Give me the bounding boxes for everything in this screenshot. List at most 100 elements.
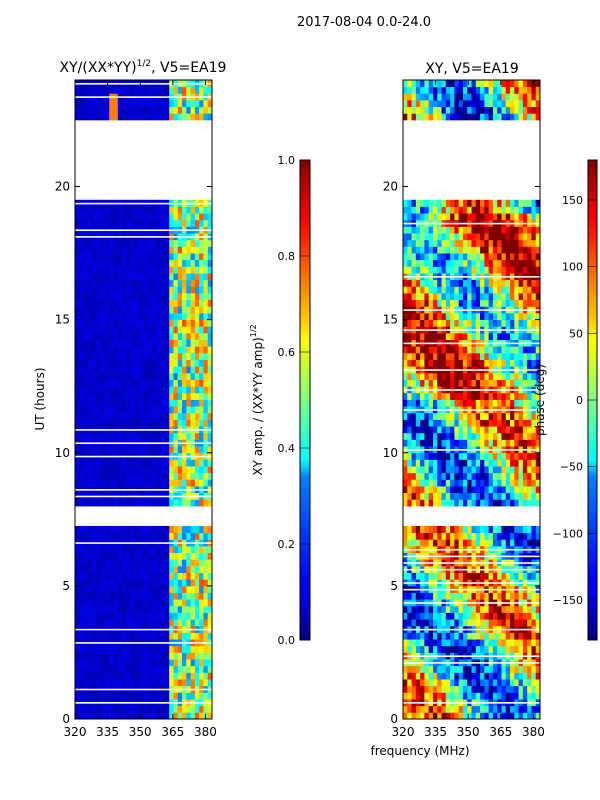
phase-cell [411,419,417,427]
amplitude-cell [190,545,196,553]
phase-cell [514,632,519,640]
amplitude-cell [203,679,209,687]
amplitude-cell [152,339,157,347]
amplitude-cell [194,259,200,267]
amplitude-cell [199,672,204,680]
phase-cell [407,486,412,494]
amplitude-cell [75,665,80,673]
x-axis-label: frequency (MHz) [370,744,469,758]
phase-cell [420,645,425,653]
phase-cell [437,332,442,340]
amplitude-cell [164,479,170,487]
phase-cell [531,452,537,460]
amplitude-cell [156,213,162,221]
phase-cell [467,246,472,254]
amplitude-cell [199,665,204,673]
phase-cell [475,299,481,307]
phase-cell [480,632,485,640]
amplitude-cell [134,406,140,414]
phase-cell [411,286,417,294]
amplitude-cell [164,359,170,367]
amplitude-cell [156,279,162,287]
amplitude-cell [160,306,166,314]
phase-cell [450,352,455,360]
phase-cell [411,439,417,447]
amplitude-cell [147,259,153,267]
phase-cell [492,359,498,367]
amplitude-cell [173,659,179,667]
amplitude-cell [182,113,187,121]
amplitude-cell [109,372,114,380]
amplitude-cell [207,446,212,454]
phase-cell [441,293,447,301]
amplitude-cell [207,466,212,474]
amplitude-cell [113,399,119,407]
amplitude-cell [207,665,212,673]
phase-cell [450,479,455,487]
phase-cell [403,346,408,354]
amplitude-cell [152,386,157,394]
amplitude-cell [194,399,200,407]
phase-cell [527,412,532,420]
amplitude-cell [96,552,102,560]
phase-cell [535,419,540,427]
phase-cell [527,259,532,267]
amplitude-cell [147,592,153,600]
amplitude-cell [117,386,123,394]
amplitude-cell [96,326,102,334]
amplitude-cell [199,273,204,281]
phase-cell [445,492,451,500]
amplitude-cell [190,419,196,427]
amplitude-cell [96,206,102,214]
amplitude-cell [92,113,97,121]
amplitude-cell [79,286,84,294]
amplitude-cell [75,679,80,687]
amplitude-cell [177,432,183,440]
phase-cell [407,499,412,507]
phase-cell [450,332,455,340]
phase-cell [415,679,421,687]
phase-cell [492,419,498,427]
amplitude-cell [122,605,127,613]
phase-cell [501,299,507,307]
phase-cell [497,459,502,467]
amplitude-cell [156,545,162,553]
amplitude-cell [79,253,84,261]
phase-cell [420,399,425,407]
amplitude-cell [113,665,119,673]
amplitude-cell [173,552,179,560]
phase-cell [420,685,425,693]
amplitude-cell [182,206,187,214]
amplitude-cell [100,712,106,719]
amplitude-cell [194,326,200,334]
amplitude-cell [139,372,144,380]
amplitude-cell [109,213,114,221]
phase-cell [415,312,421,321]
amplitude-cell [104,392,110,400]
phase-cell [518,226,524,234]
phase-cell [428,452,434,460]
phase-cell [445,612,451,620]
phase-cell [445,379,451,387]
amplitude-cell [207,299,212,307]
amplitude-cell [87,326,93,334]
amplitude-cell [194,552,200,560]
phase-cell [437,379,442,387]
amplitude-cell [143,386,149,394]
phase-cell [501,419,507,427]
amplitude-cell [75,632,80,640]
phase-cell [531,239,537,247]
phase-cell [445,705,451,713]
phase-cell [462,466,468,474]
phase-cell [420,619,425,627]
amplitude-cell [75,459,80,467]
amplitude-cell [143,652,149,660]
phase-cell [535,612,540,620]
phase-cell [471,426,477,434]
phase-cell [510,605,515,613]
amplitude-cell [203,499,209,507]
amplitude-cell [75,319,80,327]
phase-cell [424,213,430,221]
amplitude-cell [139,472,144,480]
phase-cell [445,459,451,467]
